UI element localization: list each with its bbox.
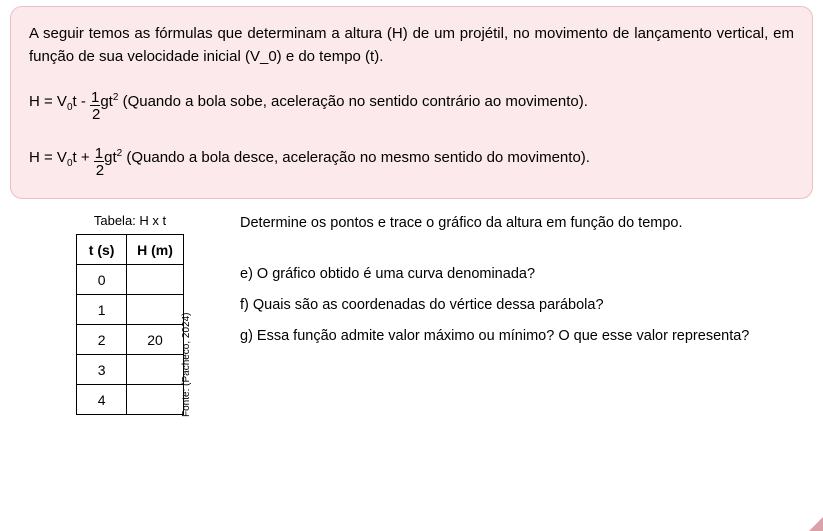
intro-text: A seguir temos as fórmulas que determina… — [29, 23, 794, 68]
table-column: Tabela: H x t t (s) H (m) 0 1 220 3 4 Fo… — [10, 213, 210, 415]
table-caption: Tabela: H x t — [50, 213, 210, 228]
table-source: Fonte: (Pacheco, 2024) — [181, 312, 192, 417]
table-row: 4 — [77, 385, 184, 415]
instruction-text: Determine os pontos e trace o gráfico da… — [240, 213, 813, 234]
table-row: 3 — [77, 355, 184, 385]
fraction-1: 12 — [90, 90, 100, 124]
formula-2: H = V0t + 12gt2 (Quando a bola desce, ac… — [29, 146, 794, 180]
question-f: f) Quais são as coordenadas do vértice d… — [240, 295, 813, 316]
data-table: t (s) H (m) 0 1 220 3 4 — [76, 234, 184, 415]
col-header-h: H (m) — [127, 235, 184, 265]
question-g: g) Essa função admite valor máximo ou mí… — [240, 326, 813, 347]
formula-box: A seguir temos as fórmulas que determina… — [10, 6, 813, 199]
question-e: e) O gráfico obtido é uma curva denomina… — [240, 264, 813, 285]
questions-column: Determine os pontos e trace o gráfico da… — [240, 213, 813, 415]
lower-section: Tabela: H x t t (s) H (m) 0 1 220 3 4 Fo… — [10, 213, 813, 415]
page-corner-icon — [809, 517, 823, 531]
formula-1: H = V0t - 12gt2 (Quando a bola sobe, ace… — [29, 90, 794, 124]
fraction-2: 12 — [94, 146, 104, 180]
table-row: 0 — [77, 265, 184, 295]
table-header-row: t (s) H (m) — [77, 235, 184, 265]
col-header-t: t (s) — [77, 235, 127, 265]
table-row: 220 — [77, 325, 184, 355]
table-row: 1 — [77, 295, 184, 325]
